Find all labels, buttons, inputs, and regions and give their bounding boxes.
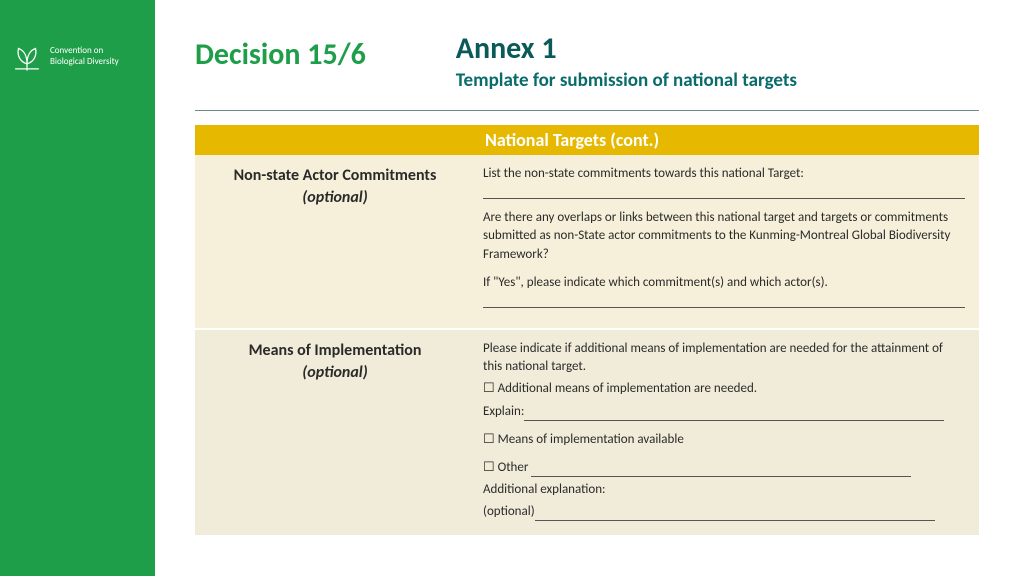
optional-text: (optional) <box>209 187 461 209</box>
table-row: Means of Implementation (optional) Pleas… <box>195 330 979 538</box>
content-p: If "Yes", please indicate which commitme… <box>483 274 965 292</box>
optional-label: (optional) <box>483 504 535 519</box>
checkbox-line: ☐ Other <box>483 460 531 475</box>
explain-label: Explain: <box>483 404 524 419</box>
label-text: Means of Implementation <box>249 341 422 360</box>
row-label: Non-state Actor Commitments (optional) <box>195 155 475 328</box>
main-content: Decision 15/6 Annex 1 Template for submi… <box>155 0 1024 576</box>
blank-line <box>531 476 911 477</box>
content-p: Please indicate if additional means of i… <box>483 340 965 376</box>
optional-text: (optional) <box>209 362 461 384</box>
explain-line: Explain: <box>483 403 965 421</box>
targets-table: National Targets (cont.) Non-state Actor… <box>195 125 979 537</box>
blank-line <box>535 520 935 521</box>
table-header: National Targets (cont.) <box>195 125 979 155</box>
org-name: Convention on Biological Diversity <box>50 46 119 68</box>
sidebar: Convention on Biological Diversity <box>0 0 155 576</box>
other-line: ☐ Other <box>483 459 965 477</box>
label-text: Non-state Actor Commitments <box>234 166 437 185</box>
blank-line <box>483 187 965 199</box>
row-content: Please indicate if additional means of i… <box>475 330 979 536</box>
logo: Convention on Biological Diversity <box>10 40 145 74</box>
leaf-icon <box>10 40 44 74</box>
content-p: Additional explanation: <box>483 481 965 499</box>
blank-line <box>524 420 944 421</box>
blank-line <box>483 296 965 308</box>
annex-block: Annex 1 Template for submission of natio… <box>456 30 979 92</box>
content-p: List the non-state commitments towards t… <box>483 165 965 183</box>
org-line2: Biological Diversity <box>50 57 119 68</box>
row-label: Means of Implementation (optional) <box>195 330 475 536</box>
checkbox-line: ☐ Means of implementation available <box>483 431 965 449</box>
annex-subtitle: Template for submission of national targ… <box>456 69 979 92</box>
decision-title: Decision 15/6 <box>195 36 366 73</box>
annex-title: Annex 1 <box>456 30 979 67</box>
table-row: Non-state Actor Commitments (optional) L… <box>195 155 979 330</box>
row-content: List the non-state commitments towards t… <box>475 155 979 328</box>
divider <box>195 110 979 111</box>
header: Decision 15/6 Annex 1 Template for submi… <box>195 30 979 92</box>
content-p: Are there any overlaps or links between … <box>483 209 965 264</box>
checkbox-line: ☐ Additional means of implementation are… <box>483 380 965 398</box>
optional-expl: (optional) <box>483 503 965 521</box>
